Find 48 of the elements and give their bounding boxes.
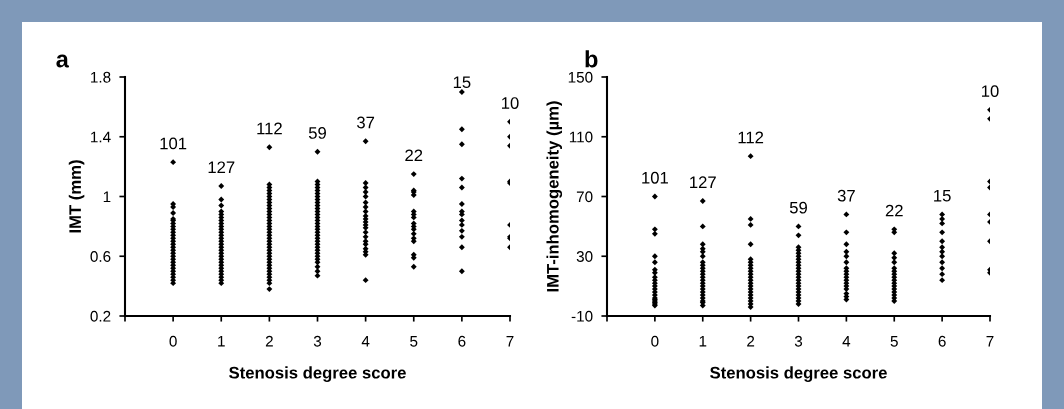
x-tick-label: 5 [890, 336, 898, 347]
annotation: 112 [257, 122, 282, 135]
annotation: 37 [356, 116, 375, 129]
y-axis-title: IMT-inhomogeneity (µm) [546, 101, 563, 292]
y-tick-label: 1.4 [91, 131, 111, 143]
x-tick-label: 1 [218, 336, 225, 347]
x-tick-label: 3 [313, 335, 322, 347]
x-tick-label: 2 [265, 335, 273, 347]
x-tick-label: 4 [842, 336, 851, 347]
x-tick-label: 4 [361, 336, 370, 347]
annotation: 59 [789, 201, 807, 214]
x-tick-label: 7 [506, 336, 514, 347]
x-axis-title: Stenosis degree score [229, 366, 406, 382]
y-tick-label: 1.8 [91, 71, 111, 83]
x-tick-label: 7 [986, 336, 994, 347]
y-tick-label: 150 [568, 71, 593, 83]
y-tick-label: -10 [571, 310, 593, 322]
annotation: 22 [885, 204, 903, 217]
annotation: 10 [502, 97, 519, 109]
y-tick-label: 30 [576, 251, 593, 262]
chart-title: b [585, 50, 598, 68]
y-tick-label: 0.2 [90, 310, 111, 322]
annotation: 112 [738, 131, 764, 144]
x-tick-label: 6 [938, 335, 946, 347]
y-axis-title: IMT (mm) [68, 160, 85, 233]
y-tick-label: 110 [569, 131, 593, 143]
annotation: 101 [642, 171, 668, 184]
x-tick-label: 6 [458, 335, 466, 347]
annotation: 101 [160, 137, 187, 150]
annotation: 15 [453, 76, 471, 89]
annotation: 37 [837, 189, 855, 202]
x-tick-label: 0 [651, 335, 659, 347]
annotation: 22 [405, 149, 423, 162]
annotation: 10 [982, 85, 999, 98]
x-tick-label: 5 [410, 336, 418, 347]
annotation: 15 [934, 189, 951, 202]
y-tick-label: 0.6 [90, 251, 111, 262]
chart-title: a [56, 54, 69, 68]
y-tick-label: 1 [103, 191, 111, 203]
annotation: 59 [308, 127, 326, 139]
x-axis-title: Stenosis degree score [710, 366, 887, 382]
x-tick-label: 3 [794, 335, 803, 347]
x-tick-label: 0 [169, 335, 177, 347]
x-tick-label: 2 [747, 335, 755, 347]
annotation: 127 [208, 161, 235, 174]
y-tick-label: 70 [576, 191, 593, 203]
x-tick-label: 1 [699, 336, 707, 347]
annotation: 127 [690, 176, 716, 188]
